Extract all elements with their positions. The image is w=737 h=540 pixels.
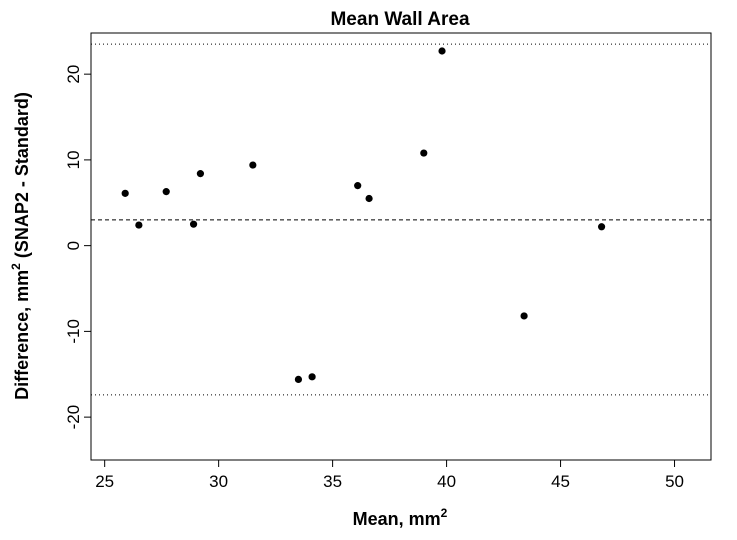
data-point: [597, 223, 606, 231]
data-point: [189, 220, 198, 228]
data-point: [354, 182, 362, 190]
data-point: [249, 161, 257, 169]
y-axis-label-sup: 2: [9, 263, 23, 270]
y-axis: -20 -10 0 10 20: [64, 65, 91, 430]
x-axis-label: Mean, mm2: [353, 506, 448, 529]
x-tick-label: 30: [209, 472, 228, 491]
y-tick-label: 20: [64, 65, 83, 84]
data-point: [196, 170, 205, 178]
reference-lines: [91, 43, 711, 396]
y-tick-label: 10: [64, 150, 83, 169]
y-tick-label: -20: [64, 405, 83, 430]
chart-title: Mean Wall Area: [330, 9, 469, 30]
y-axis-label-rest: (SNAP2 - Standard): [12, 92, 32, 263]
data-point: [438, 47, 446, 55]
x-axis: 25 30 35 40 45 50: [95, 460, 684, 491]
y-axis-label: Difference, mm2 (SNAP2 - Standard): [9, 92, 32, 400]
plot-frame: [90, 32, 712, 461]
x-tick-label: 40: [437, 472, 456, 491]
y-tick-label: 0: [64, 241, 83, 250]
y-tick-label: -10: [64, 319, 83, 344]
x-tick-label: 25: [95, 472, 114, 491]
x-axis-label-sup: 2: [441, 506, 448, 520]
y-axis-label-text: Difference, mm: [12, 270, 32, 400]
data-point: [520, 312, 528, 320]
x-tick-label: 45: [551, 472, 570, 491]
x-tick-label: 35: [323, 472, 342, 491]
x-axis-label-text: Mean, mm: [353, 509, 441, 529]
data-point: [294, 375, 303, 384]
data-point: [365, 194, 373, 203]
data-point: [162, 188, 170, 196]
data-point: [420, 149, 428, 157]
data-point: [121, 189, 129, 197]
x-tick-label: 50: [665, 472, 684, 491]
data-point: [308, 373, 316, 381]
data-point: [135, 221, 143, 229]
data-points: [121, 47, 606, 384]
